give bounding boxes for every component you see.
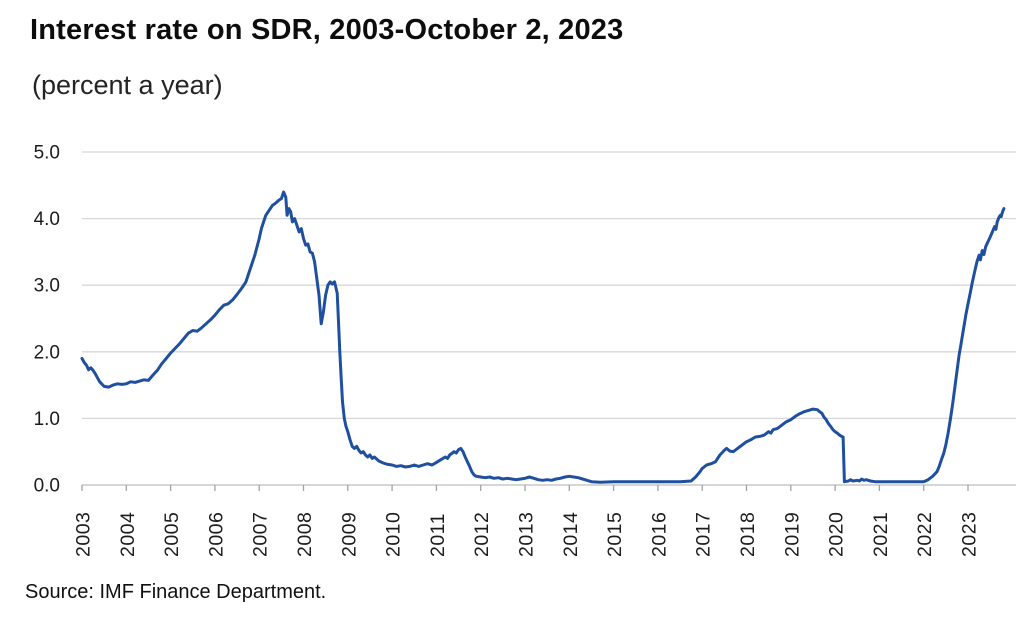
x-axis-label: 2016 bbox=[648, 512, 670, 557]
x-axis-label: 2007 bbox=[250, 512, 272, 557]
x-axis-label: 2014 bbox=[560, 512, 582, 557]
x-axis-label: 2003 bbox=[73, 512, 95, 557]
x-axis-label: 2017 bbox=[693, 512, 715, 557]
y-axis-label: 2.0 bbox=[34, 342, 60, 363]
x-axis-label: 2018 bbox=[737, 512, 759, 557]
y-axis-label: 1.0 bbox=[34, 409, 60, 430]
y-axis-label: 0.0 bbox=[34, 476, 60, 497]
x-axis-label: 2005 bbox=[161, 512, 183, 557]
x-axis-ticks bbox=[81, 485, 969, 491]
x-axis-label: 2020 bbox=[826, 512, 848, 557]
x-axis-label: 2012 bbox=[471, 512, 493, 557]
chart-title: Interest rate on SDR, 2003-October 2, 20… bbox=[30, 14, 624, 46]
y-axis-label: 3.0 bbox=[34, 276, 60, 297]
chart-subtitle: (percent a year) bbox=[32, 70, 223, 100]
x-axis-label: 2015 bbox=[604, 512, 626, 557]
x-axis-label: 2006 bbox=[205, 512, 227, 557]
x-axis-label: 2022 bbox=[914, 512, 936, 557]
source-note: Source: IMF Finance Department. bbox=[25, 581, 327, 603]
y-axis-label: 4.0 bbox=[34, 209, 60, 230]
x-axis-label: 2019 bbox=[781, 512, 803, 557]
x-axis-label: 2021 bbox=[870, 512, 892, 557]
y-axis-label: 5.0 bbox=[34, 143, 60, 164]
gridlines bbox=[82, 151, 1016, 420]
sdr-rate-series-line bbox=[80, 190, 1006, 484]
x-axis-label: 2023 bbox=[959, 512, 981, 557]
x-axis-label: 2010 bbox=[383, 512, 405, 557]
x-axis-label: 2011 bbox=[427, 513, 449, 557]
x-axis-label: 2008 bbox=[294, 512, 316, 557]
x-axis-label: 2013 bbox=[516, 512, 538, 557]
x-axis-label: 2009 bbox=[338, 512, 360, 557]
x-axis-label: 2004 bbox=[117, 512, 139, 557]
